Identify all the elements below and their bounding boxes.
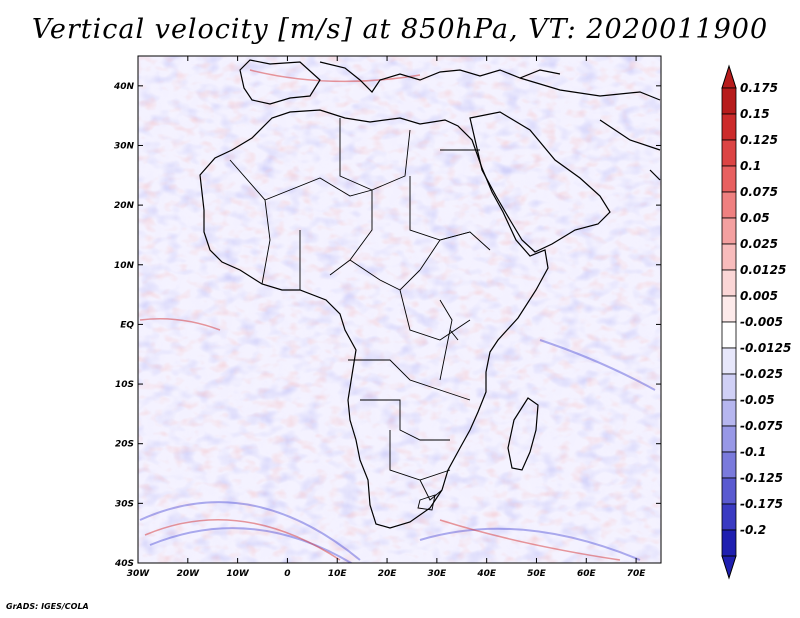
lon-label: 20W bbox=[177, 569, 201, 579]
lon-label: 0 bbox=[284, 569, 290, 579]
lat-label: 20N bbox=[114, 201, 135, 211]
colorbar-swatch bbox=[721, 503, 737, 531]
velocity-field bbox=[138, 56, 661, 563]
colorbar-swatch bbox=[721, 217, 737, 245]
colorbar-swatch bbox=[721, 165, 737, 193]
colorbar-swatch bbox=[721, 347, 737, 375]
madagascar-coastline bbox=[507, 397, 539, 471]
colorbar-label: 0.005 bbox=[740, 289, 778, 303]
colorbar-swatch bbox=[721, 399, 737, 427]
colorbar-label: -0.1 bbox=[740, 445, 766, 459]
lat-label: EQ bbox=[120, 320, 134, 330]
arabia-coastline bbox=[469, 111, 611, 253]
colorbar-swatch bbox=[721, 113, 737, 141]
colorbar-label: 0.025 bbox=[740, 237, 778, 251]
colorbar-swatch bbox=[721, 295, 737, 323]
colorbar-label: -0.075 bbox=[740, 419, 783, 433]
lat-label: 10N bbox=[114, 261, 135, 271]
colorbar-swatch bbox=[721, 269, 737, 297]
colorbar-swatch bbox=[721, 87, 737, 115]
colorbar-label: -0.175 bbox=[740, 497, 783, 511]
lat-label: 10S bbox=[115, 380, 134, 390]
longitude-axis: 30W 20W 10W 0 10E 20E 30E 40E 50E 60E 70E bbox=[127, 56, 647, 579]
lat-label: 20S bbox=[115, 440, 134, 450]
colorbar-label: 0.075 bbox=[740, 185, 778, 199]
country-borders bbox=[229, 118, 491, 511]
colorbar-arrow-bottom bbox=[721, 555, 737, 580]
coastlines bbox=[199, 59, 661, 529]
lon-label: 40E bbox=[476, 569, 497, 579]
colorbar-swatch bbox=[721, 529, 737, 557]
lon-label: 70E bbox=[627, 569, 647, 579]
colorbar-label: -0.005 bbox=[740, 315, 783, 329]
colorbar-label: -0.025 bbox=[740, 367, 783, 381]
colorbar-arrow-top bbox=[721, 64, 737, 89]
colorbar-label: -0.2 bbox=[740, 523, 766, 537]
lon-label: 30E bbox=[428, 569, 448, 579]
colorbar: 0.175 0.15 0.125 0.1 0.075 0.05 0.025 0.0125 0.0… bbox=[721, 64, 791, 580]
colorbar-swatch bbox=[721, 191, 737, 219]
lat-label: 30S bbox=[115, 499, 134, 509]
lat-label: 40S bbox=[114, 559, 134, 569]
colorbar-label: -0.125 bbox=[740, 471, 783, 485]
credit-label: GrADS: IGES/COLA bbox=[6, 602, 89, 611]
colorbar-label: -0.0125 bbox=[740, 341, 791, 355]
colorbar-label: 0.15 bbox=[740, 107, 770, 121]
lon-label: 10E bbox=[328, 569, 348, 579]
lon-label: 30W bbox=[127, 569, 151, 579]
colorbar-swatch bbox=[721, 321, 737, 349]
colorbar-swatch bbox=[721, 243, 737, 271]
colorbar-label: 0.05 bbox=[740, 211, 770, 225]
lon-label: 60E bbox=[577, 569, 597, 579]
colorbar-swatch bbox=[721, 373, 737, 401]
colorbar-label: 0.175 bbox=[740, 81, 778, 95]
colorbar-swatch bbox=[721, 139, 737, 167]
colorbar-label: -0.05 bbox=[740, 393, 775, 407]
africa-coastline bbox=[199, 109, 549, 529]
lat-label: 30N bbox=[114, 141, 135, 151]
lon-label: 20E bbox=[378, 569, 398, 579]
colorbar-swatch bbox=[721, 425, 737, 453]
europe-coastline bbox=[239, 59, 321, 105]
colorbar-label: 0.1 bbox=[740, 159, 761, 173]
map-frame bbox=[137, 55, 662, 564]
colorbar-swatch bbox=[721, 477, 737, 505]
lat-label: 40N bbox=[113, 82, 135, 92]
colorbar-label: 0.125 bbox=[740, 133, 778, 147]
colorbar-swatch bbox=[721, 451, 737, 479]
chart-title: Vertical velocity [m/s] at 850hPa, VT: 2… bbox=[31, 14, 769, 45]
lon-label: 10W bbox=[226, 569, 250, 579]
colorbar-label: 0.0125 bbox=[740, 263, 786, 277]
latitude-axis: 40N 30N 20N 10N EQ 10S 20S 30S 40S bbox=[113, 82, 661, 569]
lon-label: 50E bbox=[527, 569, 547, 579]
